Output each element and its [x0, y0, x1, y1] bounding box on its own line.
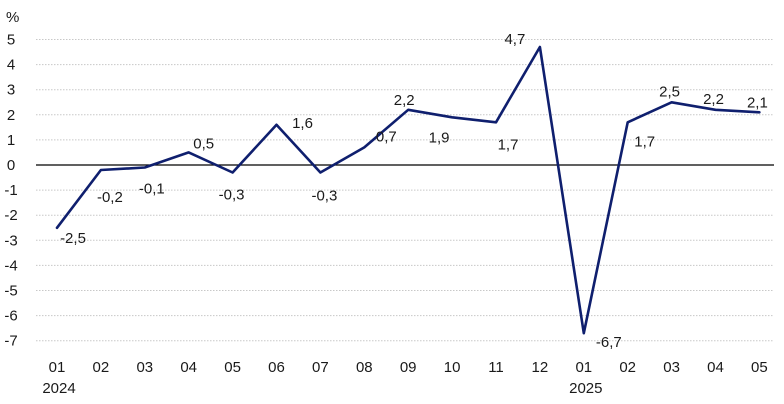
x-tick-label: 07 — [312, 359, 329, 376]
data-label: -6,7 — [596, 334, 622, 351]
data-label: 1,9 — [429, 129, 450, 146]
x-tick-label: 11 — [488, 359, 504, 376]
x-axis-tick-labels: 01 02 03 04 05 06 07 08 09 10 11 12 01 02 03 04 05 2024 20… — [42, 359, 767, 397]
series-layer — [55, 45, 761, 335]
data-label: 0,5 — [193, 135, 214, 152]
x-tick-label: 12 — [532, 359, 549, 376]
data-label: -0,1 — [139, 181, 165, 198]
y-tick-label: 3 — [7, 82, 15, 99]
x-year-label: 2025 — [569, 380, 602, 397]
x-tick-label: 08 — [356, 359, 373, 376]
x-tick-label: 06 — [268, 359, 285, 376]
y-tick-label: -3 — [4, 232, 17, 249]
x-year-label: 2024 — [42, 380, 75, 397]
x-tick-label: 01 — [575, 359, 592, 376]
x-tick-label: 04 — [180, 359, 197, 376]
x-tick-label: 02 — [93, 359, 110, 376]
y-tick-label: -4 — [4, 257, 17, 274]
y-tick-label: 0 — [7, 157, 15, 174]
y-tick-label: 5 — [7, 32, 15, 49]
x-tick-label: 05 — [751, 359, 768, 376]
data-label: 1,7 — [498, 136, 519, 153]
data-label: -0,3 — [219, 187, 245, 204]
x-tick-label: 05 — [224, 359, 241, 376]
data-label: -0,3 — [311, 188, 337, 205]
data-label: 2,1 — [747, 94, 768, 111]
x-tick-label: 04 — [707, 359, 724, 376]
gridlines — [36, 39, 774, 342]
y-tick-label: -6 — [4, 308, 17, 325]
data-label: 2,2 — [703, 91, 724, 108]
data-labels: -2,5 -0,2 -0,1 0,5 -0,3 1,6 -0,3 0,7 2,2 1,9 1,7 4,… — [60, 31, 768, 351]
x-tick-label: 03 — [663, 359, 680, 376]
x-tick-label: 10 — [444, 359, 461, 376]
data-label: 2,2 — [394, 92, 415, 109]
y-tick-label: 1 — [7, 132, 15, 149]
y-axis-unit-label: % — [6, 9, 19, 26]
x-tick-label: 03 — [136, 359, 153, 376]
series-line — [55, 45, 761, 335]
y-tick-label: -1 — [4, 182, 17, 199]
y-tick-label: 2 — [7, 107, 15, 124]
y-tick-label: -2 — [4, 207, 17, 224]
y-tick-label: -7 — [4, 333, 17, 350]
y-axis-tick-labels: 5 4 3 2 1 0 -1 -2 -3 -4 -5 -6 -7 — [4, 32, 17, 350]
y-tick-label: 4 — [7, 57, 15, 74]
x-tick-label: 09 — [400, 359, 417, 376]
data-label: 0,7 — [376, 128, 397, 145]
data-label: -2,5 — [60, 230, 86, 247]
data-label: 4,7 — [504, 31, 525, 48]
data-label: 2,5 — [659, 83, 680, 100]
data-label: -0,2 — [97, 189, 123, 206]
x-tick-label: 02 — [619, 359, 636, 376]
data-label: 1,6 — [292, 115, 313, 132]
y-tick-label: -5 — [4, 283, 17, 300]
x-tick-label: 01 — [49, 359, 66, 376]
data-label: 1,7 — [634, 133, 655, 150]
